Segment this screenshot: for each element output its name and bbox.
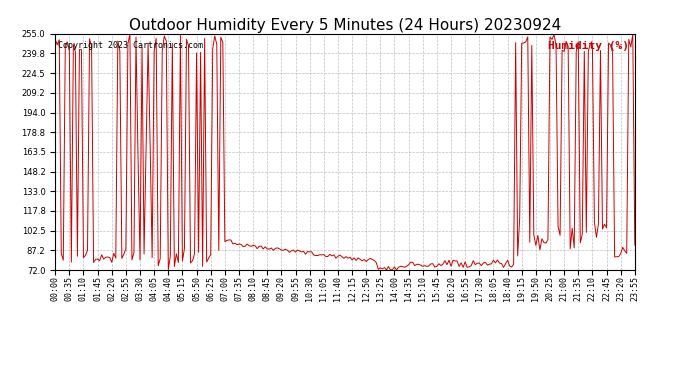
Title: Outdoor Humidity Every 5 Minutes (24 Hours) 20230924: Outdoor Humidity Every 5 Minutes (24 Hou… [129,18,561,33]
Text: Copyright 2023 Cartronics.com: Copyright 2023 Cartronics.com [58,41,203,50]
Text: Humidity (%): Humidity (%) [548,41,629,51]
